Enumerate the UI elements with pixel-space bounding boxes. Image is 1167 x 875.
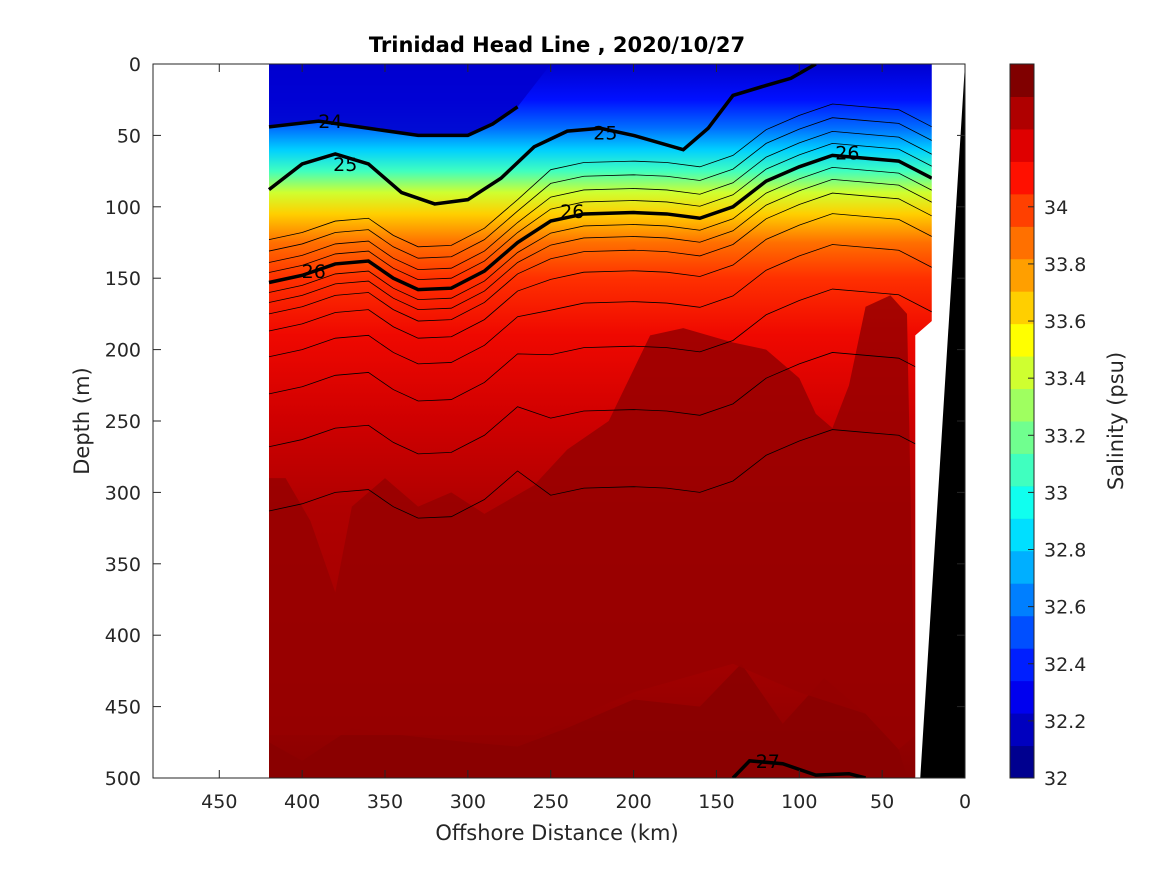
colorbar-segment [1010,388,1034,422]
colorbar-segment [1010,64,1034,97]
density-contour-25 [267,64,817,206]
colorbar-segment [1010,96,1034,130]
density-contour-labels: 24 25 25 26 26 26 27 [302,111,860,773]
colorbar-segment [1010,485,1034,519]
contour-label: 25 [593,123,617,145]
colorbar-segment [1010,161,1034,195]
thin-density-contour [268,130,933,271]
colorbar-label: Salinity (psu) [1104,352,1128,490]
x-tick-label: 400 [284,791,320,813]
thin-density-contour [268,352,933,455]
y-tick-label: 500 [105,768,141,790]
colorbar-segment [1010,518,1034,552]
thin-density-contour [268,244,933,365]
x-axis: 450 400 350 300 250 200 150 100 50 0 [201,64,971,813]
colorbar-ticks: 32 32.2 32.4 32.6 32.8 33 33.2 33.4 33.6 33.8 34 [1028,197,1086,790]
colorbar-frame [1009,63,1035,779]
colorbar-tick-label: 32.2 [1044,711,1086,733]
thin-density-contour [268,117,933,259]
y-tick-label: 400 [105,625,141,647]
contour-label: 26 [560,201,584,223]
plot-area: 24 25 25 26 26 26 27 [267,64,965,778]
colorbar-tick-label: 33 [1044,482,1068,504]
x-tick-label: 250 [533,791,569,813]
colorbar-segment [1010,323,1034,357]
x-tick-label: 300 [450,791,486,813]
colorbar-tick-label: 33.8 [1044,254,1086,276]
colorbar-segment [1010,648,1034,682]
density-contours [267,64,933,778]
x-tick-label: 450 [201,791,237,813]
x-tick-label: 50 [870,791,894,813]
y-tick-label: 250 [105,411,141,433]
fresh-surface-layer [269,64,551,136]
colorbar-tick-label: 33.4 [1044,368,1086,390]
colorbar-tick-label: 32.4 [1044,654,1086,676]
colorbar-tick-label: 33.6 [1044,311,1086,333]
thin-density-contour [268,103,933,248]
y-axis: 0 50 100 150 200 250 300 350 400 450 500 [105,54,965,790]
colorbar-segment [1010,421,1034,454]
colorbar-segment [1010,453,1034,487]
contour-label: 27 [756,751,780,773]
colorbar-segment [1010,550,1034,584]
y-axis-label: Depth (m) [70,367,94,474]
y-tick-label: 0 [129,54,141,76]
y-tick-label: 150 [105,268,141,290]
colorbar-segment [1010,193,1034,227]
colorbar-segment [1010,128,1034,162]
colorbar-tick-label: 33.2 [1044,425,1086,447]
thin-density-contour [268,213,933,339]
deep-salty-layer [269,663,907,778]
colorbar-segment [1010,745,1034,779]
y-tick-label: 50 [117,125,141,147]
thin-density-contour [268,178,933,311]
y-tick-label: 300 [105,482,141,504]
colorbar-segment [1010,291,1034,325]
colorbar [1010,63,1034,779]
y-tick-label: 450 [105,697,141,719]
colorbar-segment [1010,583,1034,617]
x-tick-label: 150 [698,791,734,813]
colorbar-segment [1010,615,1034,649]
density-contour-27 [731,759,867,778]
colorbar-segment [1010,713,1034,747]
contour-label: 24 [318,111,342,133]
colorbar-tick-label: 32.6 [1044,597,1086,619]
colorbar-segment [1010,680,1034,714]
x-axis-label: Offshore Distance (km) [435,821,678,845]
thin-density-contour [268,429,933,519]
density-contour-24 [268,105,519,138]
colorbar-tick-label: 32 [1044,768,1068,790]
y-tick-label: 350 [105,554,141,576]
thin-density-contour [268,288,933,402]
x-tick-label: 350 [367,791,403,813]
colorbar-tick-label: 34 [1044,197,1068,219]
colorbar-segment [1010,356,1034,390]
x-tick-label: 100 [781,791,817,813]
colorbar-tick-label: 32.8 [1044,540,1086,562]
mid-depth-salty-tongue [269,295,916,750]
contour-label: 26 [302,261,326,283]
thin-density-contour [268,166,933,301]
chart-title: Trinidad Head Line , 2020/10/27 [369,33,745,57]
y-tick-label: 200 [105,340,141,362]
contour-label: 25 [333,154,357,176]
x-tick-label: 200 [615,791,651,813]
bathymetry [920,64,965,778]
y-tick-label: 100 [105,197,141,219]
colorbar-segment [1010,226,1034,260]
thin-density-contour [268,142,933,281]
density-contour-26 [268,153,933,292]
x-tick-label: 0 [959,791,971,813]
contour-label: 26 [835,143,859,165]
thin-density-contour [268,192,933,322]
